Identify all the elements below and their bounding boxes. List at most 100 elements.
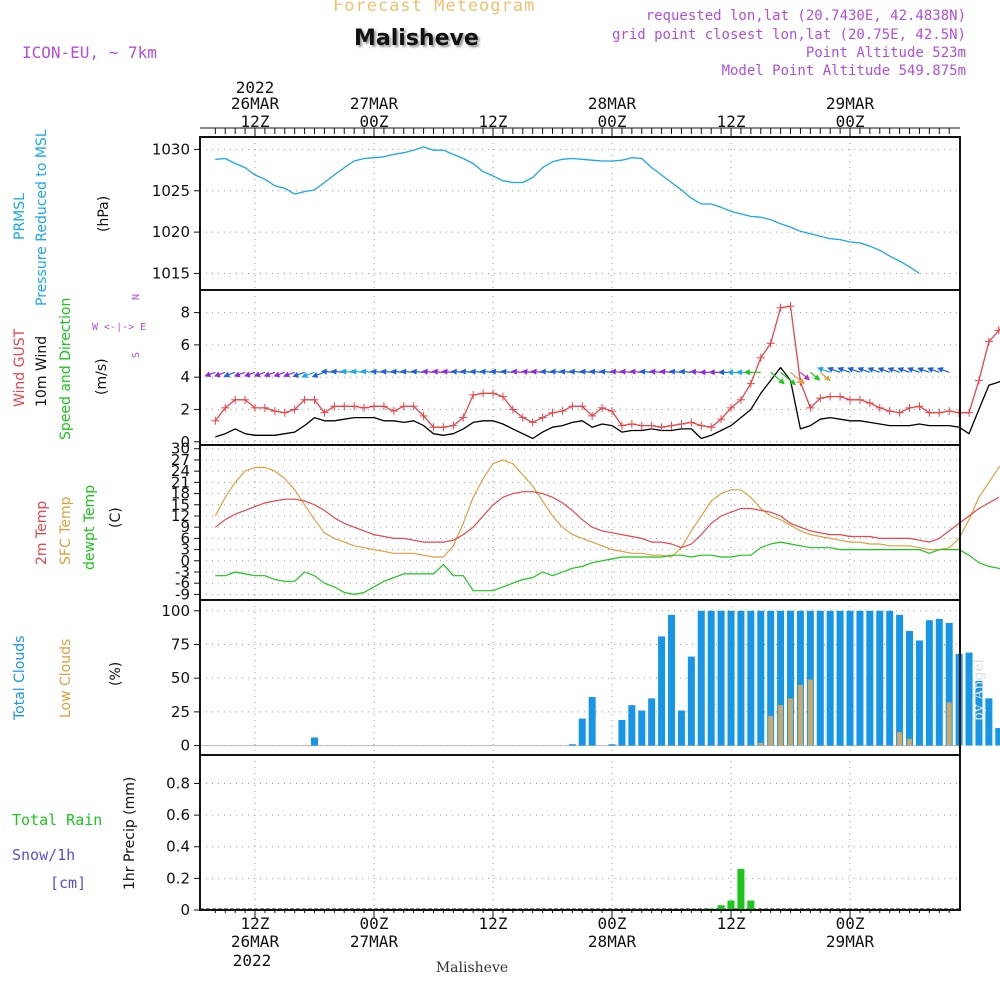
temp-2m-label: 2m Temp: [34, 501, 50, 565]
pressure-ytick-label: 1025: [152, 182, 190, 200]
wind-arrow-head: [539, 368, 546, 375]
bottom-hour-label: 00Z: [836, 914, 865, 933]
temperature-panel-frame: [199, 444, 961, 601]
temperature-ytick-label: 3: [180, 541, 190, 559]
total-cloud-bar: [816, 610, 824, 746]
compass-south: S: [131, 352, 142, 358]
precip-ytick-label: 0.4: [166, 838, 190, 856]
temperature-ytick-label: 24: [171, 462, 190, 480]
wind-arrow-head: [431, 368, 438, 375]
wind-arrow-head: [390, 368, 397, 375]
bottom-hour-label: 12Z: [717, 914, 746, 933]
wind-arrow-head: [330, 368, 337, 375]
precip-axis-label: 1hr Precip (mm): [122, 777, 138, 890]
low-cloud-bar: [768, 715, 774, 746]
top-hour-label: 12Z: [717, 112, 746, 131]
total-cloud-bar: [925, 620, 933, 746]
precip-panel-frame: [199, 754, 961, 911]
bottom-date-label: 28MAR: [588, 932, 637, 951]
wind-arrow-head: [629, 368, 636, 375]
point-altitude: Point Altitude 523m: [805, 45, 966, 61]
wind-arrow-head: [735, 369, 742, 376]
bottom-hour-label: 00Z: [598, 914, 627, 933]
wind-arrow-head: [489, 368, 496, 375]
precip-ytick-label: 0.2: [166, 869, 190, 887]
top-hour-label: 12Z: [241, 112, 270, 131]
pressure-ytick-label: 1015: [152, 264, 190, 282]
dewpoint-line: [215, 541, 1000, 596]
wind-arrow-head: [824, 375, 831, 382]
wind-arrow-head: [847, 366, 854, 373]
wind-arrow-head: [857, 367, 864, 373]
precip-ytick-label: 0: [180, 901, 190, 919]
low-cloud-bar: [778, 705, 784, 746]
clouds-ytick-label: 100: [161, 602, 190, 620]
wind-arrow-head: [311, 372, 319, 378]
wind-arrow-head: [609, 368, 616, 375]
axis-layer: 101510201025103002468-9-6-30369121518212…: [152, 140, 200, 919]
total-cloud-bar: [747, 610, 755, 746]
precip-ytick-label: 0.8: [166, 774, 190, 792]
bottom-hour-label: 00Z: [360, 914, 389, 933]
total-cloud-bar: [608, 744, 616, 746]
total-cloud-bar: [668, 614, 676, 746]
wind-ytick-label: 8: [180, 304, 190, 322]
data-layer: [204, 146, 1000, 910]
bottom-date-label: 29MAR: [826, 932, 875, 951]
wind-gust-line: [214, 305, 1000, 428]
total-cloud-bar: [727, 610, 735, 746]
wind-arrow-head: [380, 368, 387, 375]
total-cloud-bar: [737, 610, 745, 746]
top-hour-label: 00Z: [598, 112, 627, 131]
clouds-ytick-label: 0: [180, 737, 190, 755]
temperature-ytick-label: 18: [171, 485, 190, 503]
total-cloud-bar: [757, 610, 765, 746]
pressure-label-full: Pressure Reduced to MSL: [34, 129, 50, 306]
temperature-ytick-label: 12: [171, 507, 190, 525]
temp-sfc-label: SFC Temp: [58, 496, 74, 565]
wind-arrow-head: [214, 371, 221, 378]
total-cloud-bar: [886, 610, 894, 746]
low-cloud-bar: [946, 702, 952, 746]
wind-unit: (m/s): [94, 358, 110, 395]
wind-arrow-head: [360, 368, 367, 375]
wind-ytick-label: 2: [180, 400, 190, 418]
wind-ytick-label: 0: [180, 433, 190, 451]
top-hour-label: 12Z: [479, 112, 508, 131]
precip-rain-label: Total Rain: [12, 811, 102, 829]
clouds-ytick-label: 25: [171, 703, 190, 721]
rain-bar: [727, 900, 735, 910]
temperature-ytick-label: 21: [171, 473, 190, 491]
temperature-ytick-label: -3: [175, 563, 190, 581]
top-hour-label: 00Z: [360, 112, 389, 131]
wind-arrow-head: [370, 368, 377, 375]
total-cloud-bar: [995, 728, 1000, 746]
wind-ytick-label: 6: [180, 336, 190, 354]
wind-arrow-head: [837, 366, 844, 373]
total-cloud-bar: [846, 610, 854, 746]
total-cloud-bar: [935, 618, 943, 746]
total-cloud-bar: [578, 718, 586, 746]
wind-arrow-head: [559, 368, 566, 375]
wind-arrow-head: [588, 368, 596, 375]
clouds-low-label: Low Clouds: [58, 639, 74, 718]
wind-arrow-head: [223, 371, 230, 378]
footer-station: Malisheve: [436, 960, 508, 976]
wind-arrow-head: [283, 371, 290, 378]
low-cloud-bar: [797, 684, 803, 746]
wind-arrow-head: [340, 368, 347, 375]
wind-arrow-head: [817, 366, 824, 373]
wind-arrow-head: [877, 367, 885, 373]
wind-arrow-head: [897, 367, 904, 373]
pressure-unit: (hPa): [96, 196, 112, 232]
wind-arrow-head: [917, 367, 924, 373]
top-date-label: 26MAR: [231, 94, 280, 113]
wind-arrow-head: [273, 371, 281, 378]
wind-arrow-head: [579, 368, 586, 375]
wind-arrow-head: [521, 368, 528, 375]
gridpoint-coords: grid point closest lon,lat (20.75E, 42.5…: [611, 27, 966, 43]
wind-arrow-head: [479, 368, 486, 375]
wind-arrow-head: [927, 367, 934, 373]
total-cloud-bar: [806, 610, 814, 746]
